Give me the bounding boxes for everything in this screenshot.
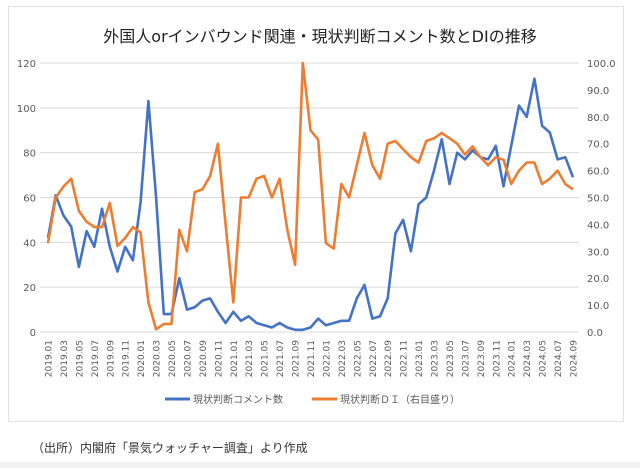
x-tick-label: 2021.07 bbox=[276, 340, 286, 377]
y-left-tick-label: 100 bbox=[17, 104, 36, 115]
y-left-tick-label: 80 bbox=[23, 149, 36, 160]
x-tick-label: 2019.05 bbox=[75, 340, 85, 377]
x-tick-label: 2023.01 bbox=[415, 340, 425, 377]
x-tick-label: 2019.09 bbox=[106, 340, 116, 377]
x-tick-label: 2022.05 bbox=[353, 340, 363, 377]
x-tick-label: 2019.03 bbox=[60, 340, 70, 377]
series-line-0 bbox=[46, 77, 575, 332]
x-tick-label: 2021.05 bbox=[261, 340, 271, 377]
y-right-tick-label: 40.0 bbox=[587, 220, 609, 231]
x-tick-label: 2021.03 bbox=[245, 340, 255, 377]
y-left-tick-label: 20 bbox=[23, 283, 36, 294]
x-tick-label: 2022.03 bbox=[338, 340, 348, 377]
x-tick-label: 2023.03 bbox=[431, 340, 441, 377]
y-right-tick-label: 70.0 bbox=[587, 140, 609, 151]
x-tick-label: 2021.01 bbox=[230, 340, 240, 377]
y-left-tick-label: 120 bbox=[17, 59, 36, 70]
x-tick-label: 2022.11 bbox=[400, 340, 410, 377]
y-right-tick-label: 100.0 bbox=[587, 59, 616, 70]
x-tick-label: 2020.03 bbox=[153, 340, 163, 377]
x-tick-label: 2020.01 bbox=[137, 340, 147, 377]
y-right-tick-label: 0.0 bbox=[587, 328, 603, 339]
x-tick-label: 2019.11 bbox=[122, 340, 132, 377]
x-tick-label: 2021.09 bbox=[292, 340, 302, 377]
chart-title: 外国人orインバウンド関連・現状判断コメント数とDIの推移 bbox=[103, 27, 536, 46]
y-right-tick-label: 80.0 bbox=[587, 113, 609, 124]
x-tick-label: 2023.05 bbox=[446, 340, 456, 377]
y-right-tick-label: 90.0 bbox=[587, 86, 609, 97]
x-tick-label: 2020.07 bbox=[183, 340, 193, 377]
page-footer-band bbox=[0, 462, 640, 468]
y-right-tick-label: 10.0 bbox=[587, 301, 609, 312]
x-tick-label: 2023.11 bbox=[492, 340, 502, 377]
x-tick-label: 2024.01 bbox=[508, 340, 518, 377]
y-right-tick-label: 20.0 bbox=[587, 274, 609, 285]
x-tick-label: 2024.07 bbox=[554, 340, 564, 377]
x-tick-label: 2023.07 bbox=[461, 340, 471, 377]
source-note: （出所）内閣府「景気ウォッチャー調査」より作成 bbox=[32, 441, 308, 455]
legend-label-1: 現状判断ＤＩ（右目盛り） bbox=[340, 393, 460, 406]
legend-label-0: 現状判断コメント数 bbox=[193, 393, 283, 406]
x-tick-label: 2024.09 bbox=[570, 340, 580, 377]
y-right-tick-label: 60.0 bbox=[587, 167, 609, 178]
x-tick-label: 2024.05 bbox=[539, 340, 549, 377]
x-tick-label: 2022.07 bbox=[369, 340, 379, 377]
x-tick-label: 2022.09 bbox=[384, 340, 394, 377]
x-tick-label: 2022.01 bbox=[322, 340, 332, 377]
y-left-tick-label: 60 bbox=[23, 194, 36, 205]
y-right-tick-label: 50.0 bbox=[587, 194, 609, 205]
y-left-tick-label: 40 bbox=[23, 238, 36, 249]
x-tick-label: 2020.05 bbox=[168, 340, 178, 377]
x-tick-label: 2020.09 bbox=[199, 340, 209, 377]
x-tick-label: 2019.01 bbox=[45, 340, 55, 377]
x-tick-label: 2024.03 bbox=[523, 340, 533, 377]
x-tick-label: 2020.11 bbox=[214, 340, 224, 377]
x-tick-label: 2023.09 bbox=[477, 340, 487, 377]
x-tick-label: 2021.11 bbox=[307, 340, 317, 377]
y-right-tick-label: 30.0 bbox=[587, 247, 609, 258]
x-tick-label: 2019.07 bbox=[91, 340, 101, 377]
y-left-tick-label: 0 bbox=[30, 328, 36, 339]
series-line-1 bbox=[46, 61, 574, 331]
